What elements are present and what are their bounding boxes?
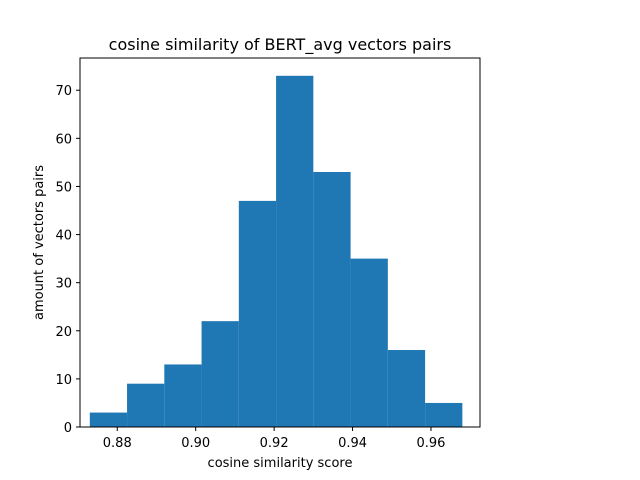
y-tick-label: 40 <box>55 229 72 244</box>
y-tick-label: 10 <box>55 373 72 388</box>
histogram-bar <box>127 383 165 427</box>
histogram-bar <box>313 172 351 427</box>
y-tick-label: 60 <box>55 132 72 147</box>
histogram-bar <box>425 402 463 427</box>
x-tick-label: 0.88 <box>103 436 132 451</box>
x-tick-label: 0.94 <box>338 436 367 451</box>
histogram-bar <box>238 200 277 427</box>
y-tick-label: 70 <box>55 84 72 99</box>
y-tick-label: 0 <box>64 421 72 436</box>
y-tick-label: 20 <box>55 325 72 340</box>
y-axis: 0 10 20 30 40 50 60 70 <box>55 84 80 436</box>
x-tick-label: 0.96 <box>417 436 446 451</box>
histogram-bar <box>201 321 239 427</box>
x-tick-label: 0.92 <box>260 436 289 451</box>
histogram-bar <box>387 350 426 427</box>
histogram-bar <box>276 75 314 427</box>
bars-group <box>89 75 463 427</box>
histogram-bar <box>89 412 128 427</box>
y-axis-label: amount of vectors pairs <box>32 165 47 320</box>
x-tick-label: 0.90 <box>181 436 210 451</box>
histogram-bar <box>350 258 388 427</box>
x-axis: 0.88 0.90 0.92 0.94 0.96 <box>103 427 446 451</box>
plot-frame <box>79 57 481 428</box>
chart-title: cosine similarity of BERT_avg vectors pa… <box>109 35 452 55</box>
y-tick-label: 50 <box>55 180 72 195</box>
histogram-bar <box>164 364 202 427</box>
x-axis-label: cosine similarity score <box>208 456 353 471</box>
y-tick-label: 30 <box>55 277 72 292</box>
